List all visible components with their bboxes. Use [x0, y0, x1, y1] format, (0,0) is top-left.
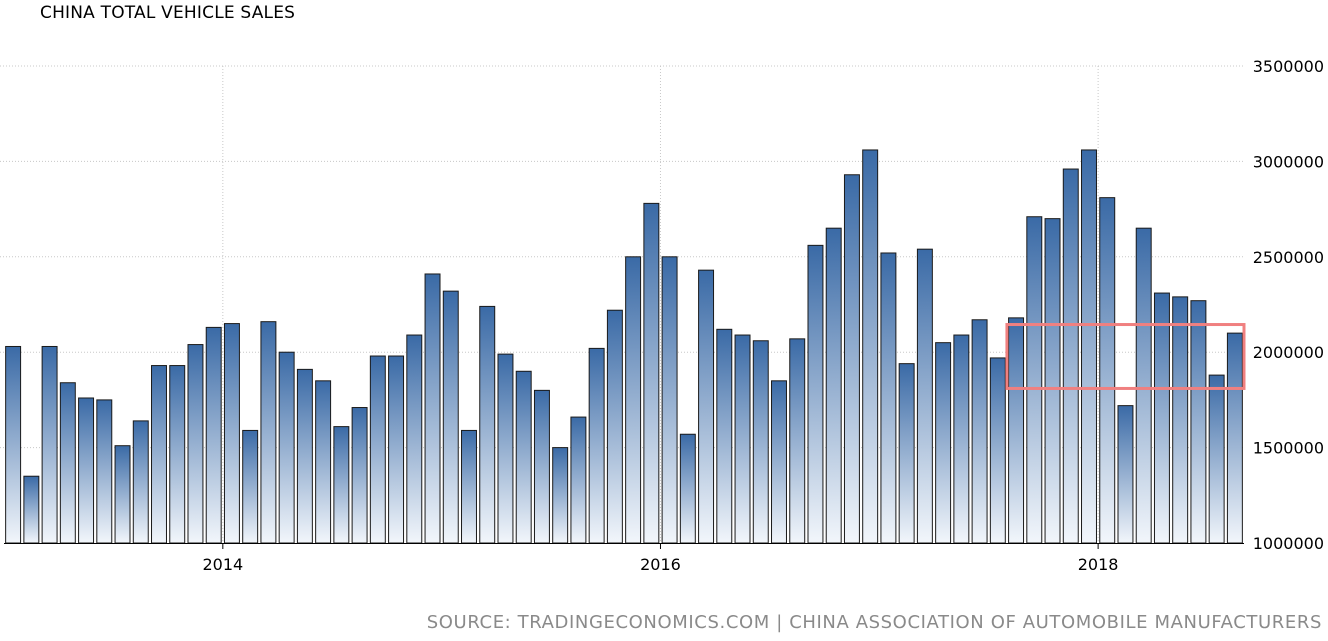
bar [661, 256, 678, 544]
bar [406, 334, 423, 544]
bar [5, 345, 22, 544]
bar [734, 334, 751, 544]
bar [187, 344, 204, 544]
chart-title: CHINA TOTAL VEHICLE SALES [40, 3, 296, 23]
bar [916, 248, 933, 544]
bar [935, 342, 952, 544]
bar [78, 397, 95, 544]
bar [807, 244, 824, 544]
highlight-box-layer [1005, 323, 1246, 390]
x-tick-label: 2016 [640, 555, 681, 574]
bar [989, 357, 1006, 544]
bar [169, 365, 186, 544]
bar [23, 475, 40, 544]
bar [880, 252, 897, 544]
y-tick-label: 1000000 [1253, 534, 1324, 553]
bar [1153, 292, 1170, 544]
bar [59, 382, 76, 544]
bar [333, 426, 350, 544]
bar [369, 355, 386, 544]
x-tick-label: 2018 [1078, 555, 1119, 574]
bar [716, 328, 733, 544]
bar [278, 351, 295, 544]
bar [843, 174, 860, 544]
bar [41, 345, 58, 544]
bar [643, 202, 660, 544]
bar [533, 389, 550, 544]
bar [132, 420, 149, 544]
bar [96, 399, 113, 544]
y-tick-label: 3000000 [1253, 152, 1324, 171]
bar [1044, 218, 1061, 544]
bars [5, 149, 1243, 544]
bar [1008, 317, 1025, 544]
bar [771, 380, 787, 544]
bar [1172, 296, 1189, 544]
bar [479, 305, 496, 544]
bar [1190, 300, 1207, 544]
bar [1081, 149, 1097, 544]
bar [151, 365, 167, 544]
bar [1099, 197, 1116, 544]
bar [315, 380, 332, 544]
bar [789, 338, 806, 544]
bar [625, 256, 642, 544]
bar [1117, 405, 1134, 544]
y-tick-label: 3500000 [1253, 57, 1324, 76]
bar [752, 340, 769, 544]
bar [862, 149, 879, 544]
highlight-box [1005, 323, 1246, 390]
bar [223, 323, 240, 544]
bar [515, 370, 532, 544]
bar [296, 368, 313, 544]
bar [424, 273, 441, 544]
bar [461, 429, 477, 544]
bar [497, 353, 514, 544]
bar [442, 290, 459, 544]
bar [570, 416, 587, 544]
bar [606, 309, 623, 544]
bar [1062, 168, 1079, 544]
y-tick-label: 1500000 [1253, 439, 1324, 458]
bar [205, 326, 222, 544]
bar [260, 321, 277, 544]
bar [953, 334, 970, 544]
bar [1026, 216, 1043, 544]
bar [1226, 332, 1243, 544]
bar [388, 355, 405, 544]
source-note: SOURCE: TRADINGECONOMICS.COM | CHINA ASS… [426, 612, 1322, 633]
bar [679, 433, 696, 544]
axes: 1000000 1500000 2000000 2500000 3000000 35000… [4, 57, 1324, 574]
bar [1135, 227, 1152, 544]
bar [552, 447, 569, 544]
y-tick-label: 2000000 [1253, 343, 1324, 362]
bar [898, 363, 915, 544]
bar [242, 429, 259, 544]
y-tick-label: 2500000 [1253, 248, 1324, 267]
x-tick-label: 2014 [202, 555, 243, 574]
bar [351, 407, 368, 544]
bar [114, 445, 131, 544]
bar [1208, 374, 1225, 544]
bar [825, 227, 842, 544]
bar [698, 269, 715, 544]
bar [971, 319, 988, 544]
bar [588, 347, 605, 544]
